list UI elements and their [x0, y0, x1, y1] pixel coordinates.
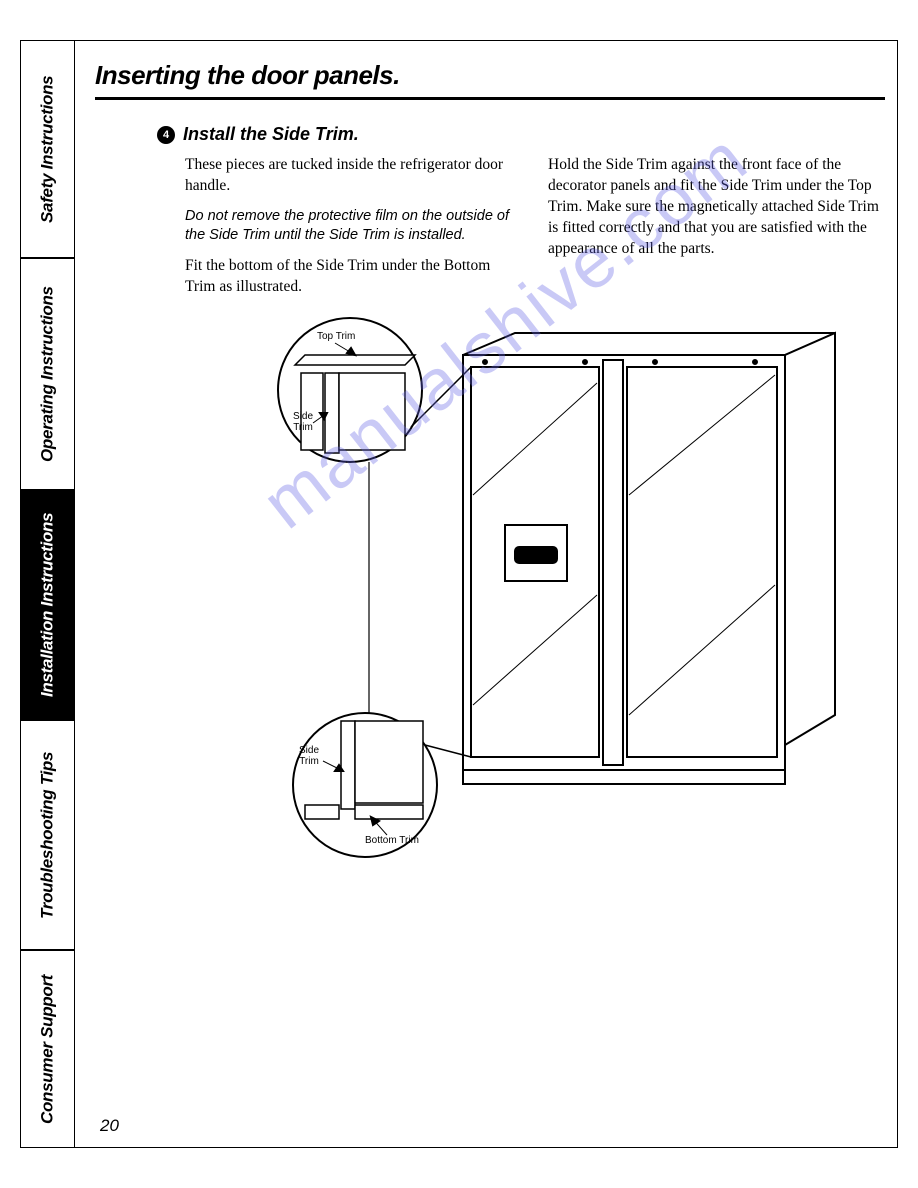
tab-troubleshooting[interactable]: Troubleshooting Tips	[20, 720, 75, 950]
tab-installation[interactable]: Installation Instructions	[20, 490, 75, 720]
text-columns: These pieces are tucked inside the refri…	[157, 155, 885, 308]
page-number: 20	[100, 1116, 119, 1136]
label-side-trim-upper: Side Trim	[293, 411, 313, 433]
para-fit: Fit the bottom of the Side Trim under th…	[185, 256, 522, 298]
label-side-trim-lower: Side Trim	[299, 745, 319, 767]
page-content: Inserting the door panels. 4 Install the…	[95, 60, 885, 308]
step-title: Install the Side Trim.	[183, 124, 359, 145]
para-hold: Hold the Side Trim against the front fac…	[548, 155, 885, 260]
para-note: Do not remove the protective film on the…	[185, 207, 522, 246]
figure-refrigerator: Top Trim Side Trim Side Trim Bottom Trim	[155, 295, 855, 875]
tab-operating[interactable]: Operating Instructions	[20, 258, 75, 490]
column-right: Hold the Side Trim against the front fac…	[548, 155, 885, 308]
side-tabs: Safety Instructions Operating Instructio…	[20, 40, 75, 1148]
tab-consumer-support[interactable]: Consumer Support	[20, 950, 75, 1148]
step-number-badge: 4	[157, 126, 175, 144]
label-top-trim: Top Trim	[317, 331, 355, 342]
step-header: 4 Install the Side Trim.	[157, 124, 885, 145]
para-intro: These pieces are tucked inside the refri…	[185, 155, 522, 197]
tab-safety[interactable]: Safety Instructions	[20, 40, 75, 258]
step-block: 4 Install the Side Trim. These pieces ar…	[95, 124, 885, 308]
column-left: These pieces are tucked inside the refri…	[185, 155, 522, 308]
page-title: Inserting the door panels.	[95, 60, 885, 100]
label-bottom-trim: Bottom Trim	[365, 835, 419, 846]
